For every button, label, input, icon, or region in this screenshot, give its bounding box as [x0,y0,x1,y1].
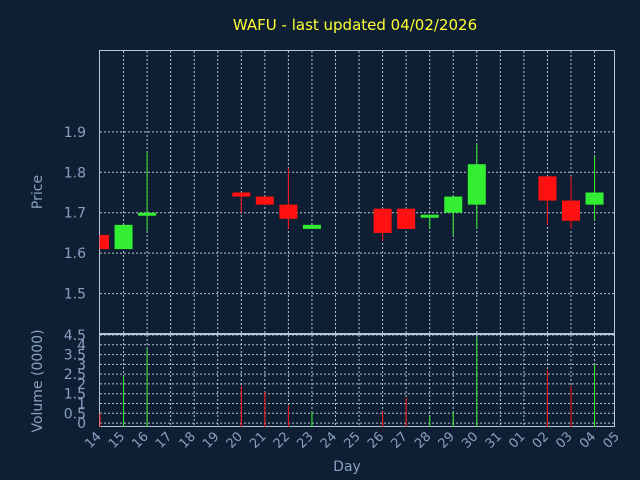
x-tick-label: 31 [483,429,505,451]
x-tick-label: 04 [577,429,599,451]
candle [538,176,557,225]
volume-tick-label: 2 [77,377,86,393]
x-tick-label: 30 [459,429,481,451]
candle-body [538,176,557,201]
candle [279,168,298,229]
price-tick-label: 1.9 [64,125,86,141]
candle-body [255,196,274,205]
price-tick-label: 1.7 [64,206,86,222]
volume-tick-label: 4.5 [64,328,86,344]
x-tick-label: 03 [553,429,575,451]
x-tick-label: 29 [436,429,458,451]
candle-body [100,234,109,250]
price-tick-label: 1.8 [64,165,86,181]
x-tick-label: 14 [82,429,104,451]
candle [373,208,392,242]
x-tick-label: 16 [129,429,151,451]
candle [467,143,486,229]
x-tick-label: 23 [294,429,316,451]
x-tick-label: 15 [106,429,128,451]
x-tick-label: 26 [365,429,387,451]
candle-body [562,200,580,221]
candle [99,234,109,250]
price-tick-label: 1.6 [64,246,86,262]
x-tick-label: 01 [506,429,528,451]
volume-tick-label: 3 [77,357,86,373]
x-gridlines [123,51,596,427]
candle-body [467,164,486,205]
candle [420,214,439,229]
volume-tick-label: 3.5 [64,348,86,364]
volume-y-ticks: 00.511.522.533.544.5 [64,328,86,432]
volume-tick-label: 1 [77,397,86,413]
candle [114,224,133,250]
x-ticks: 14 15 16 17 18 19 20 21 22 23 24 25 26 27 28 29 30 31 01 02… [82,429,622,451]
chart-title: WAFU - last updated 04/02/2026 [233,16,477,34]
candle-body [585,192,604,205]
candle-body [279,204,298,219]
volume-axis-label: Volume (0000) [30,329,46,432]
volume-tick-label: 1.5 [64,387,86,403]
price-tick-label: 1.5 [64,287,86,303]
volume-tick-label: 4 [77,338,86,354]
candle-body [397,208,416,229]
x-tick-label: 05 [600,429,622,451]
candle-body [302,224,321,229]
volume-tick-label: 2.5 [64,367,86,383]
x-tick-label: 27 [389,429,411,451]
x-tick-label: 25 [341,429,363,451]
x-tick-label: 17 [153,429,175,451]
x-tick-label: 24 [318,429,340,451]
candles [99,143,604,250]
x-axis-label: Day [333,459,361,475]
x-tick-label: 18 [177,429,199,451]
volume-tick-label: 0 [77,416,86,432]
candle [585,156,604,221]
price-y-ticks: 1.5 1.6 1.7 1.8 1.9 [64,125,86,303]
candle-body [420,214,439,218]
candle-body [114,224,133,250]
candle [255,196,274,205]
candle [444,196,463,235]
volume-gridlines [100,334,614,424]
candle-body [232,192,251,197]
candle [138,152,157,231]
candle-body [138,212,157,216]
candle [397,208,416,229]
x-tick-label: 20 [224,429,246,451]
x-tick-label: 21 [247,429,269,451]
volume-panel-frame [99,334,615,427]
volume-bars [99,336,596,427]
candle [232,192,251,213]
x-tick-label: 02 [530,429,552,451]
candle [302,224,321,229]
price-gridlines [100,131,614,295]
x-tick-label: 28 [412,429,434,451]
volume-tick-label: 0.5 [64,406,86,422]
x-tick-label: 19 [200,429,222,451]
price-axis-label: Price [30,175,46,209]
candle-body [444,196,463,213]
x-tick-label: 22 [271,429,293,451]
candle [562,176,580,229]
price-panel-frame [99,50,615,334]
candle-body [373,208,392,233]
